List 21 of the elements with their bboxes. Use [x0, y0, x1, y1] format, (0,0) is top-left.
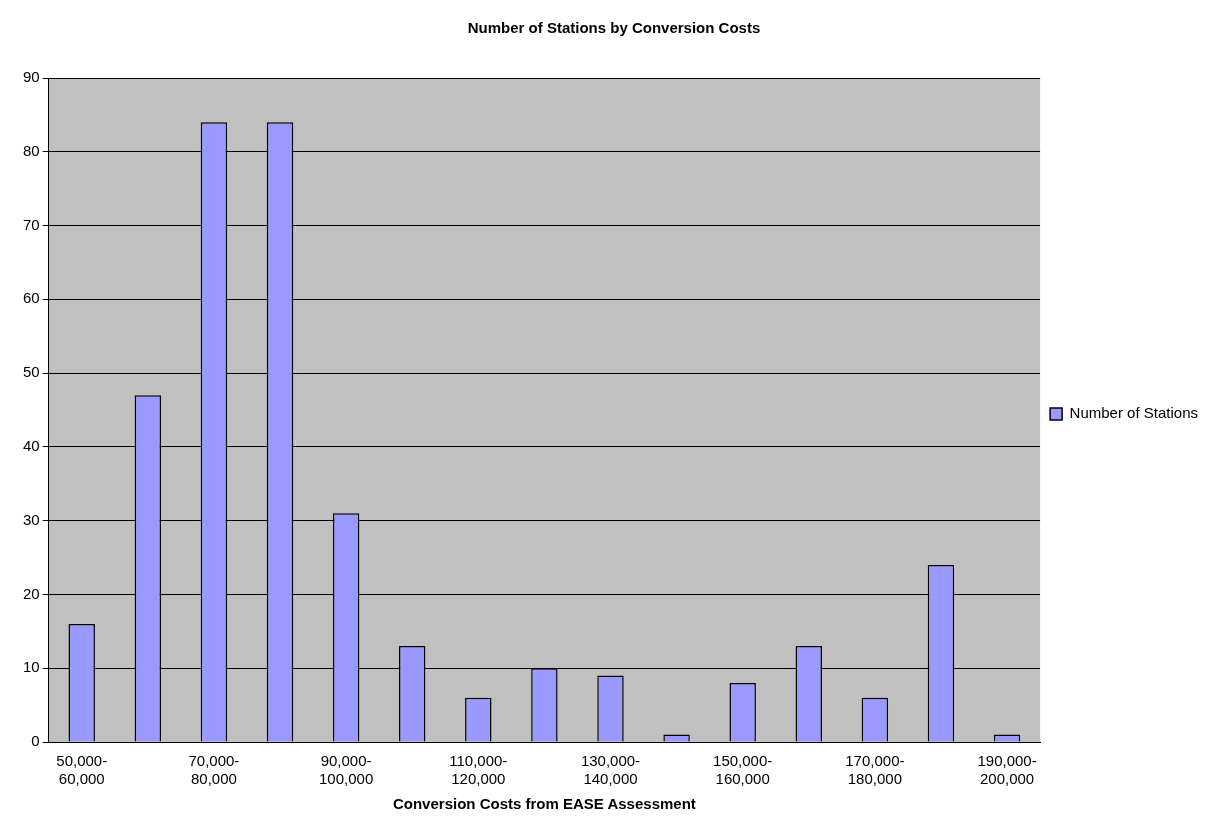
y-tick-label: 70	[23, 215, 40, 233]
x-tick-label: 110,000-120,000	[449, 752, 508, 788]
chart-title: Number of Stations by Conversion Costs	[467, 19, 761, 37]
x-tick-label: 130,000-140,000	[580, 752, 641, 788]
y-tick-label: 10	[23, 658, 40, 676]
y-tick-label: 80	[23, 141, 40, 159]
y-tick-label: 20	[23, 584, 40, 602]
x-tick-label: 50,000-60,000	[56, 752, 108, 788]
y-tick-label: 60	[23, 289, 40, 307]
x-tick-label: 150,000-160,000	[713, 752, 773, 788]
y-tick-label: 50	[23, 363, 40, 381]
y-tick-label: 90	[23, 68, 40, 86]
y-tick-label: 0	[31, 732, 40, 750]
x-tick-label: 190,000-200,000	[977, 752, 1037, 788]
x-tick-label: 90,000-100,000	[318, 752, 374, 788]
x-tick-label: 170,000-180,000	[845, 752, 905, 788]
x-axis-title: Conversion Costs from EASE Assessment	[392, 795, 696, 813]
legend-label: Number of Stations	[1069, 404, 1199, 422]
y-tick-label: 30	[23, 510, 40, 528]
y-tick-label: 40	[23, 437, 40, 455]
x-tick-label: 70,000-80,000	[188, 752, 240, 788]
